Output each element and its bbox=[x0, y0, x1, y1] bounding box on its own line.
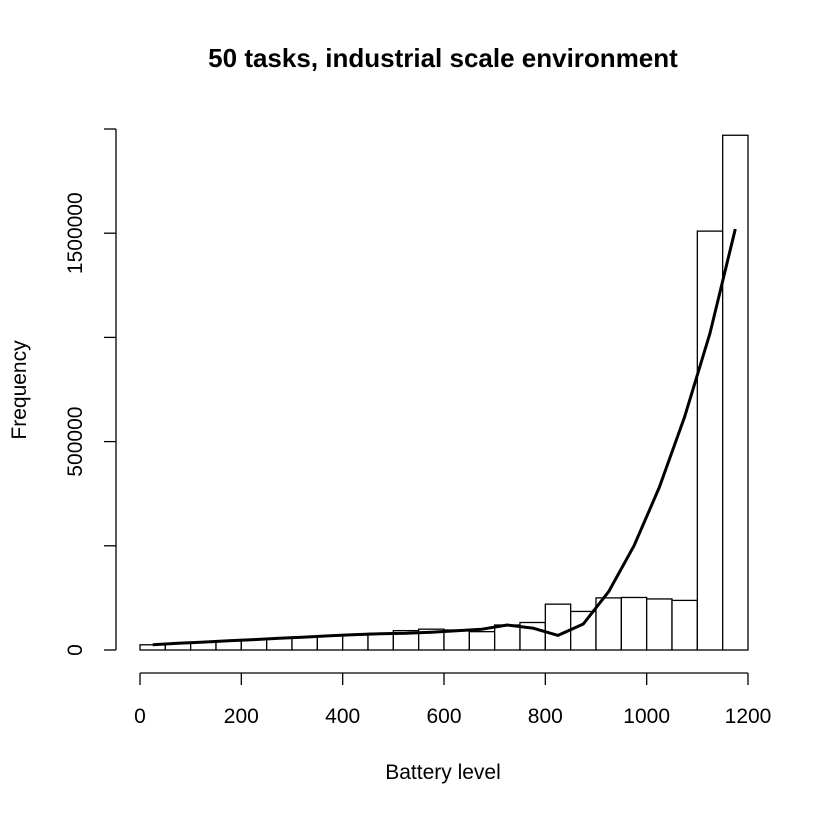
histogram-bar bbox=[316, 635, 344, 651]
x-tick-label: 1200 bbox=[725, 705, 772, 728]
x-tick-label: 200 bbox=[224, 705, 259, 728]
x-tick-label: 400 bbox=[325, 705, 360, 728]
histogram-bar bbox=[595, 597, 622, 651]
histogram-bar bbox=[570, 610, 597, 651]
histogram-bar bbox=[468, 631, 496, 651]
histogram-bar bbox=[646, 598, 673, 651]
x-axis: 0 200 400 600 800 1000 1200 bbox=[134, 672, 772, 728]
y-tick-label: 0 bbox=[64, 644, 87, 656]
histogram-bar bbox=[620, 596, 648, 651]
density-curve-layer bbox=[152, 228, 737, 647]
x-tick-label: 1000 bbox=[623, 705, 670, 728]
histogram-bar bbox=[443, 629, 470, 651]
x-tick-label: 800 bbox=[528, 705, 563, 728]
histogram-bar bbox=[342, 633, 369, 651]
y-tick-label: 1500000 bbox=[64, 192, 87, 274]
x-axis-label: Battery level bbox=[385, 761, 501, 784]
histogram-bar bbox=[367, 632, 394, 651]
histogram-bar bbox=[544, 603, 572, 651]
histogram-bar bbox=[671, 599, 698, 651]
chart-title: 50 tasks, industrial scale environment bbox=[208, 43, 678, 73]
x-tick-label: 0 bbox=[134, 705, 146, 728]
histogram-bar bbox=[722, 134, 749, 651]
y-tick-label: 500000 bbox=[64, 407, 87, 477]
x-tick-label: 600 bbox=[426, 705, 461, 728]
histogram-bars bbox=[139, 134, 749, 651]
y-axis-label: Frequency bbox=[8, 340, 31, 440]
histogram-bar bbox=[494, 624, 521, 651]
density-curve bbox=[152, 228, 737, 647]
y-axis: 0 500000 1500000 bbox=[64, 128, 117, 656]
